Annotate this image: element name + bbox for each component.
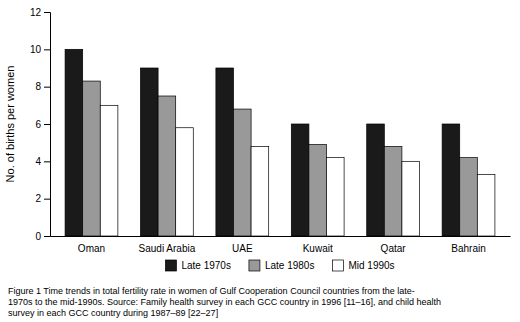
y-tick: 0 xyxy=(35,231,50,242)
bar xyxy=(367,124,385,236)
x-axis-line xyxy=(51,236,511,237)
y-tick-label: 0 xyxy=(35,231,41,242)
legend-swatch xyxy=(165,260,176,271)
bar-series xyxy=(65,49,460,236)
x-tick: Qatar xyxy=(381,243,407,254)
y-tick-mark xyxy=(44,124,50,125)
legend-item: Late 1980s xyxy=(249,260,315,271)
bar xyxy=(460,158,478,236)
x-tick: Bahrain xyxy=(451,243,485,254)
y-tick: 4 xyxy=(35,156,50,167)
y-tick: 2 xyxy=(35,193,50,204)
x-tick-label: Saudi Arabia xyxy=(139,243,196,254)
bar xyxy=(327,158,345,236)
y-tick: 6 xyxy=(35,119,50,130)
bar xyxy=(442,124,460,236)
y-axis-title: No. of births per women xyxy=(4,66,16,183)
y-tick-label: 4 xyxy=(35,156,41,167)
bar xyxy=(309,145,327,236)
bar xyxy=(140,68,158,236)
bar xyxy=(251,146,269,236)
x-tick: UAE xyxy=(232,243,253,254)
bar xyxy=(216,68,234,236)
x-axis: Oman Saudi Arabia UAE Kuwait Qatar Bahrain xyxy=(51,237,511,255)
caption-line: 1970s to the mid-1990s. Source: Family h… xyxy=(8,297,441,307)
caption-line: survey in each GCC country during 1987–8… xyxy=(8,308,218,318)
y-tick: 8 xyxy=(35,81,50,92)
bar xyxy=(65,49,83,236)
legend-label: Mid 1990s xyxy=(348,260,394,271)
bar-series xyxy=(100,105,495,236)
y-tick-label: 10 xyxy=(30,44,42,55)
bar xyxy=(233,109,251,236)
legend-swatch xyxy=(332,260,343,271)
x-tick-label: Bahrain xyxy=(451,243,485,254)
x-tick: Oman xyxy=(78,243,105,254)
y-tick-mark xyxy=(44,236,50,237)
y-tick: 10 xyxy=(30,44,50,55)
legend-swatch xyxy=(249,260,260,271)
x-tick: Saudi Arabia xyxy=(139,243,196,254)
y-tick-label: 2 xyxy=(35,193,41,204)
chart: 0 2 4 6 8 10 12 Oman Saudi Arabia UAE Kuwait Qatar B… xyxy=(0,0,520,322)
y-axis: 0 2 4 6 8 10 12 xyxy=(30,7,51,242)
legend-item: Late 1970s xyxy=(165,260,231,271)
x-tick-label: Oman xyxy=(78,243,105,254)
bar xyxy=(83,81,101,236)
bar xyxy=(402,161,420,236)
y-tick-mark xyxy=(44,87,50,88)
caption-line: Figure 1 Time trends in total fertility … xyxy=(8,286,415,296)
legend-label: Late 1970s xyxy=(181,260,231,271)
y-tick-label: 8 xyxy=(35,81,41,92)
y-tick-mark xyxy=(44,199,50,200)
x-tick-label: UAE xyxy=(232,243,253,254)
y-tick-label: 12 xyxy=(30,7,42,18)
bar xyxy=(158,96,176,236)
x-tick: Kuwait xyxy=(303,243,333,254)
x-tick-label: Kuwait xyxy=(303,243,333,254)
y-axis-line xyxy=(44,13,51,237)
legend-label: Late 1980s xyxy=(265,260,315,271)
y-tick: 12 xyxy=(30,7,50,18)
x-tick-label: Qatar xyxy=(381,243,407,254)
y-tick-mark xyxy=(44,49,50,50)
y-tick-mark xyxy=(44,161,50,162)
legend: Late 1970s Late 1980s Mid 1990s xyxy=(165,260,394,271)
bar xyxy=(384,146,402,236)
legend-item: Mid 1990s xyxy=(332,260,394,271)
bar xyxy=(176,128,194,236)
bar-series xyxy=(83,81,478,236)
y-tick-mark xyxy=(44,12,50,13)
bars xyxy=(65,49,495,236)
bar xyxy=(100,105,118,236)
caption: Figure 1 Time trends in total fertility … xyxy=(8,286,441,318)
bar xyxy=(477,174,495,236)
bar xyxy=(291,124,309,236)
y-tick-label: 6 xyxy=(35,119,41,130)
